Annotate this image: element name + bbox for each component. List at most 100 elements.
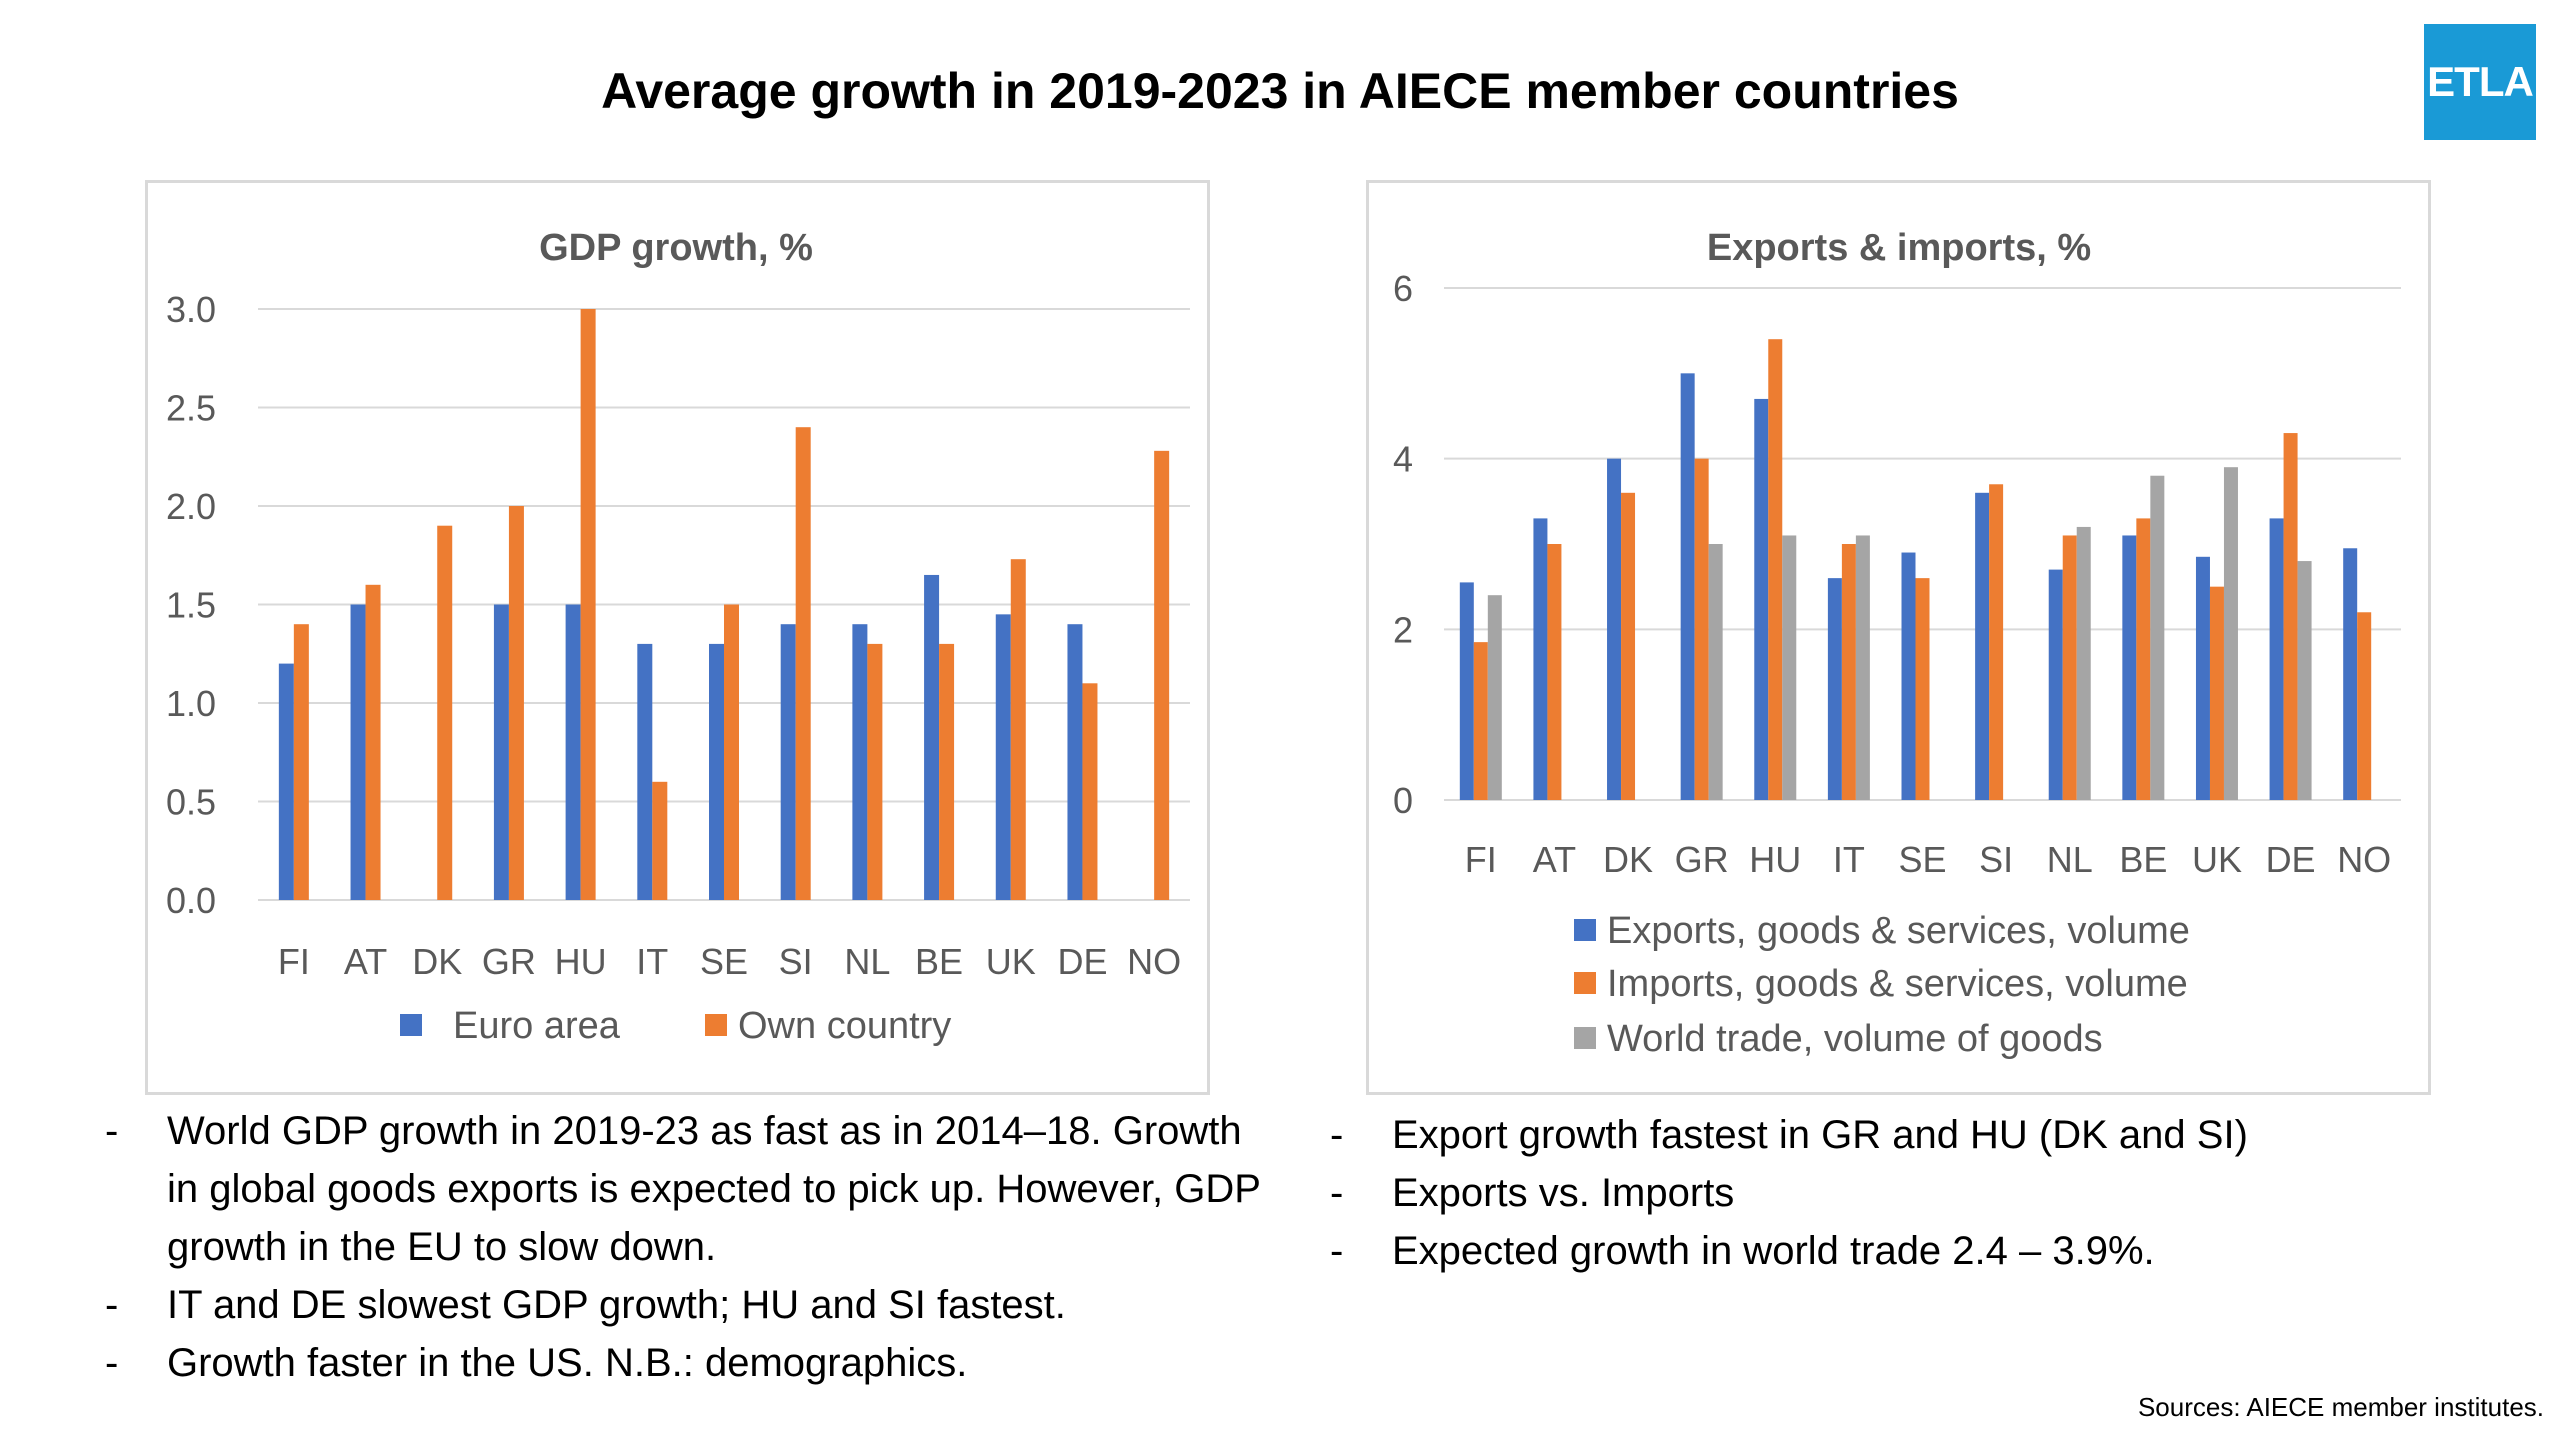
- y-tick-label: 0: [1393, 780, 1413, 821]
- bar: [1010, 559, 1026, 900]
- y-tick-label: 0.5: [166, 782, 216, 823]
- bar: [2062, 535, 2077, 800]
- gdp-growth-chart: GDP growth, % 0.0 0.5 1.0 1.5 2.0 2.5 3.0 FI AT D…: [166, 227, 1190, 1047]
- y-tick-label: 0.0: [166, 880, 216, 921]
- bar: [867, 643, 883, 900]
- y-tick-label: 4: [1393, 439, 1413, 480]
- bar: [2076, 526, 2091, 800]
- x-tick-label: AT: [1533, 839, 1576, 880]
- bar: [724, 604, 739, 900]
- legend-swatch: [400, 1014, 422, 1036]
- bar: [1754, 398, 1769, 800]
- right-notes: Export growth fastest in GR and HU (DK a…: [1330, 1106, 2510, 1280]
- bar: [293, 624, 309, 900]
- bar: [493, 604, 509, 900]
- x-tick-label: DE: [1057, 941, 1107, 982]
- x-tick-label: UK: [2192, 839, 2242, 880]
- x-tick-label: NL: [844, 941, 890, 982]
- bar: [1855, 535, 1870, 800]
- x-tick-label: NO: [1127, 941, 1181, 982]
- bar: [508, 506, 524, 900]
- note-item: IT and DE slowest GDP growth; HU and SI …: [105, 1276, 1265, 1334]
- bar: [1621, 492, 1636, 800]
- bar: [2122, 535, 2137, 800]
- legend-swatch: [705, 1014, 727, 1036]
- source-note: Sources: AIECE member institutes.: [2137, 1392, 2544, 1422]
- y-tick-label: 2: [1393, 609, 1413, 650]
- bar: [1459, 582, 1474, 800]
- bar: [2195, 556, 2210, 800]
- x-tick-label: NL: [2047, 839, 2093, 880]
- left-notes: World GDP growth in 2019-23 as fast as i…: [105, 1102, 1265, 1392]
- note-item: Expected growth in world trade 2.4 – 3.9…: [1330, 1222, 2510, 1280]
- bar: [1708, 544, 1723, 800]
- y-tick-label: 6: [1393, 268, 1413, 309]
- bar: [709, 643, 724, 900]
- bar: [1915, 578, 1930, 800]
- legend-label: Exports, goods & services, volume: [1607, 910, 2190, 952]
- bar: [2297, 561, 2312, 800]
- y-tick-label: 2.5: [166, 388, 216, 429]
- bar: [1154, 450, 1170, 900]
- x-tick-label: AT: [344, 941, 387, 982]
- etla-logo: ETLA: [2424, 24, 2536, 140]
- chart-title: Exports & imports, %: [1707, 227, 2091, 269]
- x-tick-label: UK: [986, 941, 1036, 982]
- bar: [2343, 548, 2358, 800]
- legend-swatch: [1574, 919, 1596, 941]
- x-tick-label: SE: [700, 941, 748, 982]
- legend-swatch: [1574, 1027, 1596, 1049]
- bar: [852, 624, 868, 900]
- bar: [1975, 492, 1990, 800]
- y-tick-label: 1.5: [166, 585, 216, 626]
- bar: [1782, 535, 1797, 800]
- x-tick-label: FI: [278, 941, 310, 982]
- x-tick-label: DK: [412, 941, 462, 982]
- bar: [2269, 518, 2284, 800]
- x-tick-label: SE: [1898, 839, 1946, 880]
- bar: [780, 624, 796, 900]
- legend-label: Euro area: [453, 1005, 621, 1047]
- bar: [1067, 624, 1083, 900]
- slide-title: Average growth in 2019-2023 in AIECE mem…: [601, 63, 1959, 119]
- x-tick-label: IT: [1833, 839, 1865, 880]
- gdp-growth-chart-panel: GDP growth, % 0.0 0.5 1.0 1.5 2.0 2.5 3.0 FI AT D…: [145, 180, 1210, 1095]
- exports-imports-chart: Exports & imports, % 0 2 4 6 FI AT DK GR HU IT SE S…: [1393, 227, 2401, 1060]
- bar: [1694, 458, 1709, 800]
- y-tick-label: 1.0: [166, 683, 216, 724]
- bar: [1607, 458, 1622, 800]
- bar: [1768, 339, 1783, 800]
- y-tick-label: 3.0: [166, 289, 216, 330]
- bar: [350, 604, 366, 900]
- bar: [1827, 578, 1842, 800]
- x-tick-label: SI: [779, 941, 813, 982]
- bar: [1533, 518, 1548, 800]
- x-tick-label: GR: [482, 941, 536, 982]
- bar: [2283, 433, 2298, 800]
- exports-imports-chart-panel: Exports & imports, % 0 2 4 6 FI AT DK GR HU IT SE S…: [1366, 180, 2431, 1095]
- x-tick-label: HU: [1749, 839, 1801, 880]
- bar: [2136, 518, 2151, 800]
- bar: [795, 427, 811, 900]
- chart-title: GDP growth, %: [539, 227, 813, 269]
- bar: [2357, 612, 2372, 800]
- legend-label: Own country: [738, 1005, 951, 1047]
- bar: [580, 309, 596, 900]
- bar: [1989, 484, 2004, 800]
- x-tick-label: BE: [915, 941, 963, 982]
- legend-label: World trade, volume of goods: [1607, 1018, 2103, 1060]
- bar: [1901, 552, 1916, 800]
- bar: [1082, 683, 1098, 900]
- x-tick-label: NO: [2337, 839, 2391, 880]
- bar: [365, 584, 381, 900]
- x-tick-label: BE: [2119, 839, 2167, 880]
- note-item: World GDP growth in 2019-23 as fast as i…: [105, 1102, 1265, 1276]
- bar: [2209, 586, 2224, 800]
- x-tick-label: HU: [555, 941, 607, 982]
- bar: [2223, 467, 2238, 800]
- y-tick-label: 2.0: [166, 486, 216, 527]
- bar: [939, 643, 955, 900]
- note-item: Exports vs. Imports: [1330, 1164, 2510, 1222]
- x-tick-label: DE: [2266, 839, 2316, 880]
- legend-label: Imports, goods & services, volume: [1607, 963, 2188, 1005]
